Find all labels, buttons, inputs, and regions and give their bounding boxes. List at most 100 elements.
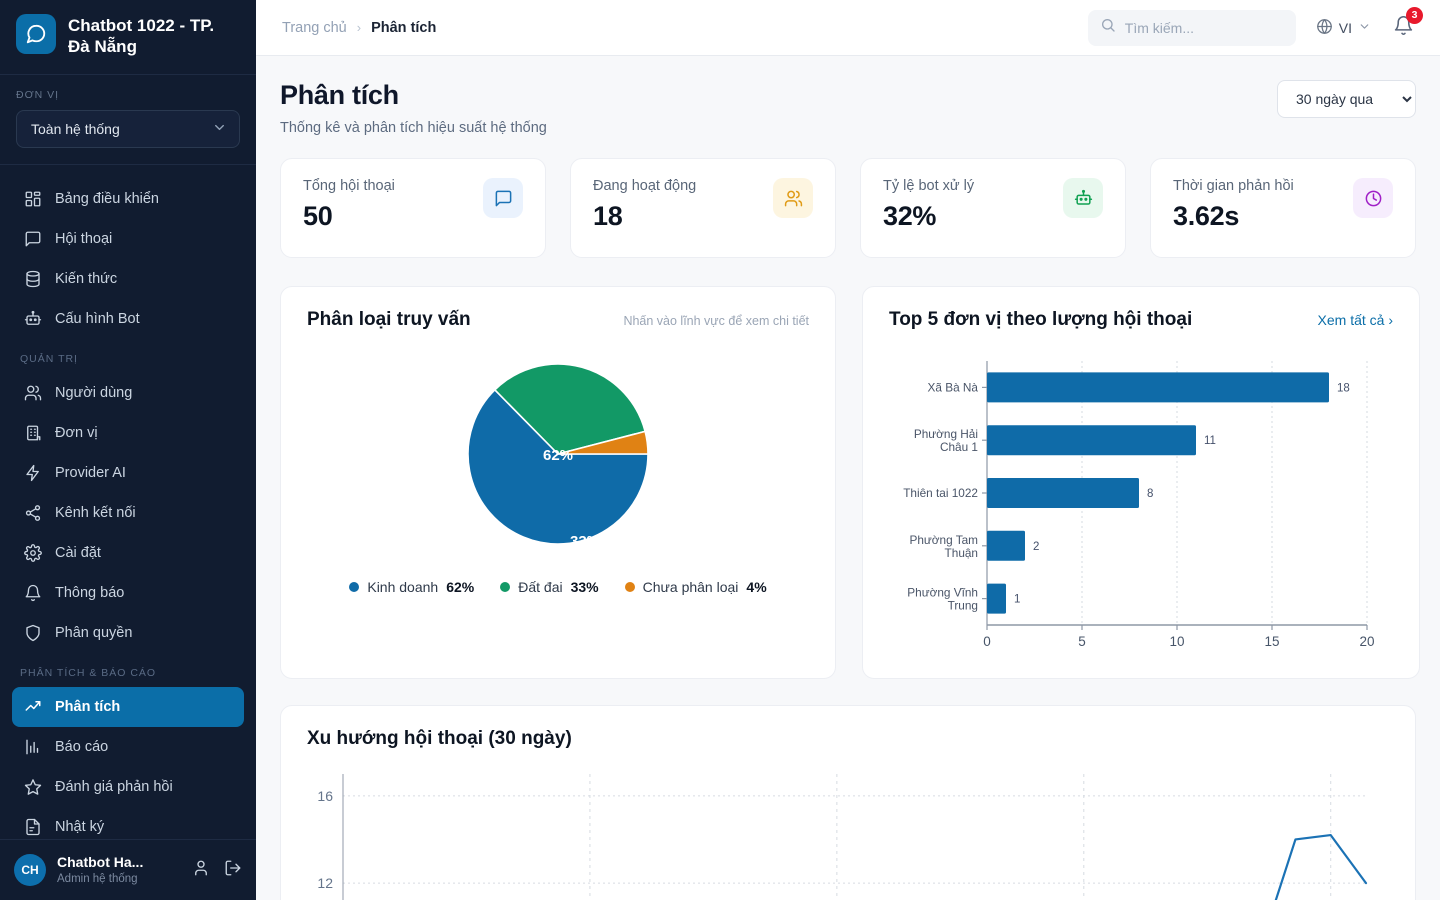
main-area: Trang chủ › Phân tích VI <box>256 0 1440 900</box>
trend-chart[interactable]: 81216 <box>281 750 1415 900</box>
legend-item-dat-dai[interactable]: Đất đai 33% <box>500 579 599 595</box>
charts-row: Phân loại truy vấn Nhấn vào lĩnh vực để … <box>280 286 1420 679</box>
nav-section-quan-tri: QUẢN TRỊ <box>20 352 78 365</box>
share-nodes-icon <box>25 504 41 521</box>
page-subtitle: Thống kê và phân tích hiệu suất hệ thống <box>280 120 547 136</box>
sidebar-item-label: Kênh kết nối <box>55 504 136 521</box>
x-tick-label: 10 <box>1169 634 1184 649</box>
pie-chart-card: Phân loại truy vấn Nhấn vào lĩnh vực để … <box>280 286 836 679</box>
sidebar-item-label: Phân quyền <box>55 624 133 641</box>
sidebar-item-label: Thông báo <box>55 584 125 601</box>
language-code: VI <box>1338 19 1352 36</box>
users-icon <box>24 385 42 400</box>
trend-line[interactable] <box>1225 833 1368 900</box>
sidebar-item-hoi-thoai[interactable]: Hội thoại <box>12 219 244 259</box>
search-icon <box>1100 17 1116 38</box>
logout-icon[interactable] <box>224 859 242 882</box>
legend-item-kinh-doanh[interactable]: Kinh doanh 62% <box>349 579 474 595</box>
bar-category-label: Châu 1 <box>940 440 978 454</box>
sidebar-item-danh-gia-phan-hoi[interactable]: Đánh giá phản hồi <box>12 767 244 807</box>
bar[interactable] <box>987 425 1196 456</box>
chevron-down-icon <box>1358 20 1371 36</box>
date-range-select[interactable]: 30 ngày qua <box>1277 80 1416 118</box>
sidebar-item-label: Bảng điều khiển <box>55 190 159 207</box>
unit-select-value: Toàn hệ thống <box>31 120 120 137</box>
pie-legend: Kinh doanh 62% Đất đai 33% Chưa phân loạ… <box>281 579 835 595</box>
dashboard-grid-icon <box>25 191 41 206</box>
stat-card-ty-le-bot-xu-ly[interactable]: Tỷ lệ bot xử lý 32% <box>860 158 1126 258</box>
sidebar-item-phan-tich[interactable]: Phân tích <box>12 686 244 727</box>
x-tick-label: 5 <box>1078 634 1086 649</box>
legend-value: 62% <box>446 579 475 595</box>
stat-label: Tổng hội thoại <box>303 178 395 194</box>
sidebar-item-cai-dat[interactable]: Cài đặt <box>12 533 244 573</box>
nav-section-phan-tich-bao-cao: PHÂN TÍCH & BÁO CÁO <box>20 666 157 679</box>
avatar: CH <box>14 854 46 886</box>
bar[interactable] <box>987 372 1329 403</box>
stat-cards: Tổng hội thoại 50 Đang hoạt động 18 <box>280 158 1416 258</box>
topbar: Trang chủ › Phân tích VI <box>256 0 1440 56</box>
user-role: Admin hệ thống <box>57 872 138 885</box>
svg-text:33%: 33% <box>570 533 600 550</box>
users-icon <box>773 178 813 218</box>
pie-slice[interactable] <box>493 363 647 455</box>
stat-label: Thời gian phản hồi <box>1173 178 1294 194</box>
sidebar-item-kenh-ket-noi[interactable]: Kênh kết nối <box>12 493 244 533</box>
robot-icon <box>1063 178 1103 218</box>
sidebar-item-nhat-ky[interactable]: Nhật ký <box>12 807 244 847</box>
sidebar-item-label: Đơn vị <box>55 424 98 441</box>
pie-slice[interactable] <box>557 430 649 455</box>
notification-badge: 3 <box>1406 6 1423 24</box>
page-content: Phân tích Thống kê và phân tích hiệu suấ… <box>256 56 1440 900</box>
legend-swatch <box>624 582 635 592</box>
sidebar-item-label: Provider AI <box>55 464 126 481</box>
search-box[interactable] <box>1087 9 1296 46</box>
pie-chart[interactable]: 62% 33% <box>281 331 835 571</box>
pie-slice[interactable] <box>467 388 649 545</box>
nav-group-admin: Người dùng Đơn vị Provider AI Kênh kết n… <box>12 373 244 653</box>
view-all-link[interactable]: Xem tất cả › <box>1317 312 1393 328</box>
bar-category-label: Xã Bà Nà <box>928 380 979 394</box>
y-tick-label: 16 <box>317 788 333 804</box>
bar[interactable] <box>987 478 1139 508</box>
sidebar-item-don-vi[interactable]: Đơn vị <box>12 413 244 453</box>
bar[interactable] <box>987 530 1025 561</box>
sidebar-item-label: Phân tích <box>55 698 121 715</box>
nav-group-main: Bảng điều khiển Hội thoại Kiến thức Cấu … <box>12 179 244 339</box>
sidebar-item-nguoi-dung[interactable]: Người dùng <box>12 373 244 413</box>
sidebar-item-cau-hinh-bot[interactable]: Cấu hình Bot <box>12 299 244 339</box>
stat-text: Đang hoạt động 18 <box>593 178 696 232</box>
bar-chart-card: Top 5 đơn vị theo lượng hội thoại Xem tấ… <box>862 286 1420 679</box>
user-name: Chatbot Ha... <box>57 854 144 871</box>
sidebar-item-label: Đánh giá phản hồi <box>55 778 173 795</box>
legend-item-chua-phan-loai[interactable]: Chưa phân loại 4% <box>624 579 767 595</box>
user-icon[interactable] <box>192 859 210 882</box>
sidebar-brand[interactable]: Chatbot 1022 - TP. Đà Nẵng <box>0 0 256 75</box>
clock-icon <box>1353 178 1393 218</box>
shield-icon <box>26 624 40 641</box>
sidebar-item-bao-cao[interactable]: Báo cáo <box>12 727 244 767</box>
stat-card-tong-hoi-thoai[interactable]: Tổng hội thoại 50 <box>280 158 546 258</box>
sidebar-user-card[interactable]: CH Chatbot Ha... Admin hệ thống <box>0 839 256 900</box>
trend-card-header: Xu hướng hội thoại (30 ngày) <box>281 706 1415 750</box>
notifications-button[interactable]: 3 <box>1391 6 1423 43</box>
globe-icon <box>1316 18 1333 38</box>
language-selector[interactable]: VI <box>1316 18 1371 38</box>
bar-chart[interactable]: 18 Xã Bà Nà 11 Phường Hải Châu 1 8 Thiên tai 1… <box>863 331 1419 668</box>
sidebar-item-bang-dieu-khien[interactable]: Bảng điều khiển <box>12 179 244 219</box>
stat-card-dang-hoat-dong[interactable]: Đang hoạt động 18 <box>570 158 836 258</box>
unit-select[interactable]: Toàn hệ thống <box>16 109 240 148</box>
sidebar-item-phan-quyen[interactable]: Phân quyền <box>12 613 244 653</box>
card-title: Top 5 đơn vị theo lượng hội thoại <box>889 309 1193 330</box>
stat-card-thoi-gian-phan-hoi[interactable]: Thời gian phản hồi 3.62s <box>1150 158 1416 258</box>
bar[interactable] <box>987 583 1006 614</box>
breadcrumb-home[interactable]: Trang chủ <box>282 19 347 36</box>
sidebar-item-provider-ai[interactable]: Provider AI <box>12 453 244 493</box>
sidebar-item-kien-thuc[interactable]: Kiến thức <box>12 259 244 299</box>
gear-icon <box>24 543 42 562</box>
sidebar-item-thong-bao[interactable]: Thông báo <box>12 573 244 613</box>
robot-icon <box>24 310 42 325</box>
sidebar-item-label: Nhật ký <box>55 818 105 835</box>
search-input[interactable] <box>1124 19 1284 36</box>
